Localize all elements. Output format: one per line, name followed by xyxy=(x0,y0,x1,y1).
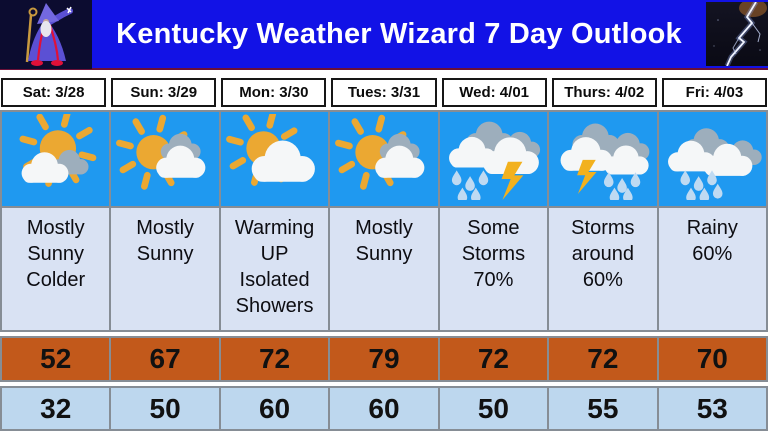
low-temp: 50 xyxy=(439,388,548,429)
day-header-cell: Thurs: 4/02 xyxy=(551,78,657,107)
high-temp: 72 xyxy=(439,338,548,380)
condition-text: Warming UP Isolated Showers xyxy=(220,208,329,330)
rain-clouds-icon xyxy=(662,114,762,205)
low-temp: 53 xyxy=(658,388,766,429)
weather-icon-cell xyxy=(330,112,438,206)
low-temp: 60 xyxy=(330,388,438,429)
sun-big-cloud-icon xyxy=(225,112,325,205)
day-header-cell: Mon: 3/30 xyxy=(221,78,327,107)
sun-white-gray-clouds-icon xyxy=(115,114,215,205)
day-header-cell: Wed: 4/01 xyxy=(441,78,547,107)
lightning-photo xyxy=(706,0,768,68)
low-temp: 32 xyxy=(2,388,110,429)
sun-white-gray-clouds-icon xyxy=(334,114,434,205)
weather-icon-cell xyxy=(658,112,766,206)
high-temp: 72 xyxy=(549,338,657,380)
weather-icon-cell xyxy=(220,112,329,206)
high-temp: 72 xyxy=(220,338,329,380)
low-temp: 60 xyxy=(220,388,329,429)
day-header-cell: Fri: 4/03 xyxy=(661,78,767,107)
high-temp: 70 xyxy=(658,338,766,380)
high-temp: 67 xyxy=(111,338,219,380)
low-temp: 50 xyxy=(111,388,219,429)
high-temp: 52 xyxy=(2,338,110,380)
condition-text: Mostly Sunny xyxy=(111,208,219,330)
weather-icon-cell xyxy=(549,112,657,206)
weather-icon-cell xyxy=(2,112,110,206)
weather-icon-cell xyxy=(439,112,548,206)
condition-text: Storms around 60% xyxy=(549,208,657,330)
condition-text: Mostly Sunny Colder xyxy=(2,208,110,330)
lightning-rain-clouds-icon xyxy=(553,114,653,205)
high-temp-row: 52 67 72 79 72 72 70 xyxy=(0,336,768,382)
sun-cloud-below-icon xyxy=(6,112,106,205)
weather-icon-cell xyxy=(111,112,219,206)
header-banner: Kentucky Weather Wizard 7 Day Outlook xyxy=(0,0,768,70)
condition-text: Some Storms 70% xyxy=(439,208,548,330)
condition-text: Rainy 60% xyxy=(658,208,766,330)
low-temp: 55 xyxy=(549,388,657,429)
forecast-body: Mostly Sunny Colder Mostly Sunny Warming… xyxy=(0,110,768,332)
page-title: Kentucky Weather Wizard 7 Day Outlook xyxy=(116,17,682,50)
day-header-row: Sat: 3/28 Sun: 3/29 Mon: 3/30 Tues: 3/31… xyxy=(1,78,767,107)
low-temp-row: 32 50 60 60 50 55 53 xyxy=(0,386,768,431)
day-header-cell: Sat: 3/28 xyxy=(1,78,107,107)
day-header-cell: Sun: 3/29 xyxy=(111,78,217,107)
wizard-logo xyxy=(0,0,92,69)
condition-text: Mostly Sunny xyxy=(330,208,438,330)
storms-rain-lightning-icon xyxy=(443,114,543,205)
day-header-cell: Tues: 3/31 xyxy=(331,78,437,107)
high-temp: 79 xyxy=(330,338,438,380)
